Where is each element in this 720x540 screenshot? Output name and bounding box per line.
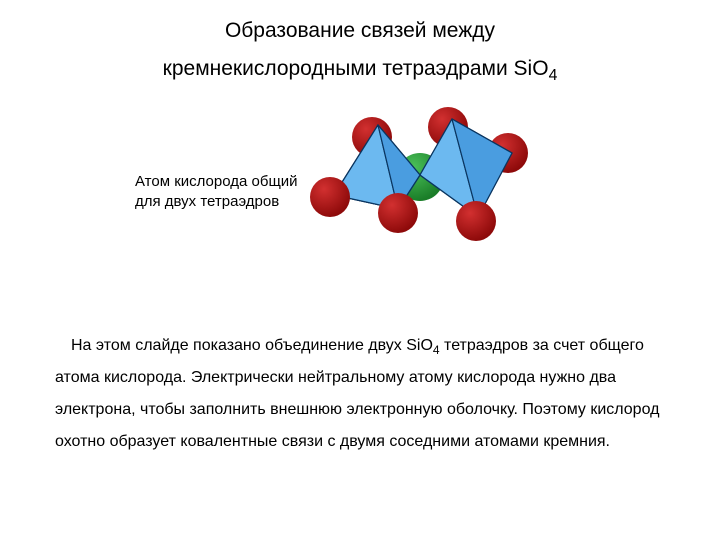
oxygen-atom — [378, 193, 418, 233]
oxygen-atom — [456, 201, 496, 241]
title-line2: кремнекислородными тетраэдрами SiO4 — [163, 57, 558, 80]
title-line1: Образование связей между — [225, 19, 495, 42]
body-paragraph: На этом слайде показано объединение двух… — [55, 330, 665, 458]
oxygen-atom — [310, 177, 350, 217]
tetrahedra-diagram — [280, 95, 580, 275]
shared-oxygen-label: Атом кислорода общий для двух тетраэдров — [135, 172, 298, 211]
page-title: Образование связей между кремнекислородн… — [0, 12, 720, 90]
